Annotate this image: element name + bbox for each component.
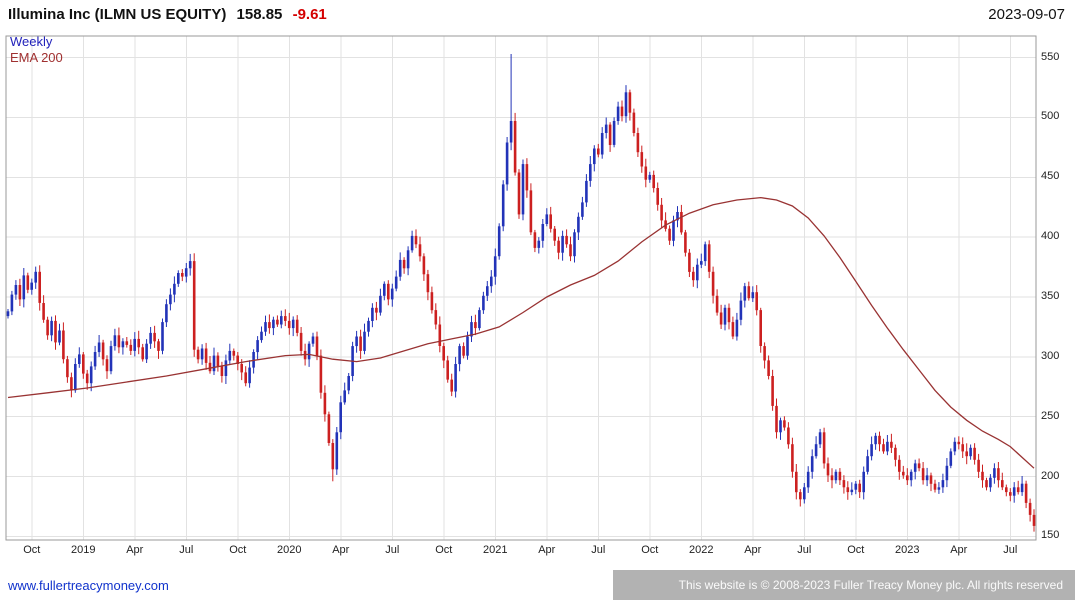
chart-date: 2023-09-07 [988, 6, 1065, 23]
last-price: 158.85 [236, 6, 283, 23]
website-link[interactable]: www.fullertreacymoney.com [8, 578, 169, 593]
x-axis-label: Jul [1003, 544, 1018, 556]
x-axis-label: Jul [385, 544, 400, 556]
x-axis-label: Jul [797, 544, 812, 556]
legend-weekly: Weekly [10, 34, 53, 49]
y-axis-label: 500 [1041, 110, 1060, 123]
x-axis-label: 2019 [71, 544, 96, 556]
x-axis-label: Oct [229, 544, 247, 556]
chart-legend: Weekly EMA 200 [10, 34, 63, 66]
x-axis-label: 2021 [483, 544, 508, 556]
x-axis-label: Oct [641, 544, 659, 556]
instrument-name: Illumina Inc (ILMN US EQUITY) [8, 6, 227, 23]
y-axis-label: 200 [1041, 469, 1060, 482]
x-axis-label: 2022 [689, 544, 714, 556]
price-chart-svg[interactable] [0, 30, 1075, 560]
copyright-notice: This website is © 2008-2023 Fuller Treac… [613, 570, 1075, 600]
x-axis-label: 2020 [277, 544, 302, 556]
x-axis-label: Jul [591, 544, 606, 556]
title-bar: Illumina Inc (ILMN US EQUITY) 158.85 -9.… [0, 0, 1075, 30]
chart-title: Illumina Inc (ILMN US EQUITY) 158.85 -9.… [8, 6, 327, 23]
y-axis-label: 250 [1041, 409, 1060, 422]
price-change: -9.61 [292, 6, 327, 23]
x-axis-label: Apr [744, 544, 762, 556]
y-axis-label: 150 [1041, 529, 1060, 542]
x-axis-label: Apr [538, 544, 556, 556]
y-axis-label: 300 [1041, 349, 1060, 362]
legend-ema-200: EMA 200 [10, 50, 63, 65]
x-axis-label: Oct [847, 544, 865, 556]
x-axis-label: Oct [435, 544, 453, 556]
chart-area[interactable]: Weekly EMA 200 150 200 250 300 350 400 450 500 5… [0, 30, 1075, 560]
x-axis-label: Apr [950, 544, 968, 556]
x-axis-label: Oct [23, 544, 41, 556]
y-axis-label: 550 [1041, 50, 1060, 63]
x-axis-label: Apr [332, 544, 350, 556]
x-axis-label: Jul [179, 544, 194, 556]
y-axis-label: 450 [1041, 170, 1060, 183]
y-axis-label: 400 [1041, 230, 1060, 243]
y-axis-label: 350 [1041, 289, 1060, 302]
x-axis-label: Apr [126, 544, 144, 556]
x-axis-label: 2023 [895, 544, 920, 556]
